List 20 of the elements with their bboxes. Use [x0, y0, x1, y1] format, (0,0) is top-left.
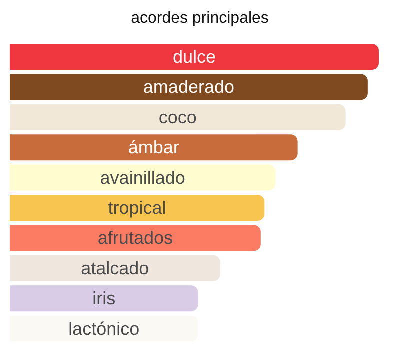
- bar: [10, 225, 261, 252]
- chart-title: acordes principales: [130, 9, 270, 29]
- y-tick-label: dulce: [172, 47, 216, 67]
- y-tick-label: coco: [158, 107, 197, 128]
- y-tick-label: atalcado: [81, 258, 150, 278]
- bar: [10, 104, 346, 130]
- y-tick-label: ámbar: [128, 138, 180, 158]
- bar: [10, 134, 298, 161]
- y-tick-label: afrutados: [98, 228, 173, 248]
- bar: [10, 164, 276, 191]
- bar: [10, 44, 379, 70]
- bar: [10, 195, 265, 221]
- y-tick-label: amaderado: [143, 77, 235, 98]
- y-tick-label: avainillado: [100, 168, 186, 188]
- bar: [10, 286, 198, 312]
- bar: [10, 255, 220, 282]
- y-tick-label: lactónico: [68, 318, 140, 339]
- y-tick-label: tropical: [108, 198, 166, 218]
- bar: [10, 74, 368, 100]
- y-tick-label: iris: [92, 288, 116, 309]
